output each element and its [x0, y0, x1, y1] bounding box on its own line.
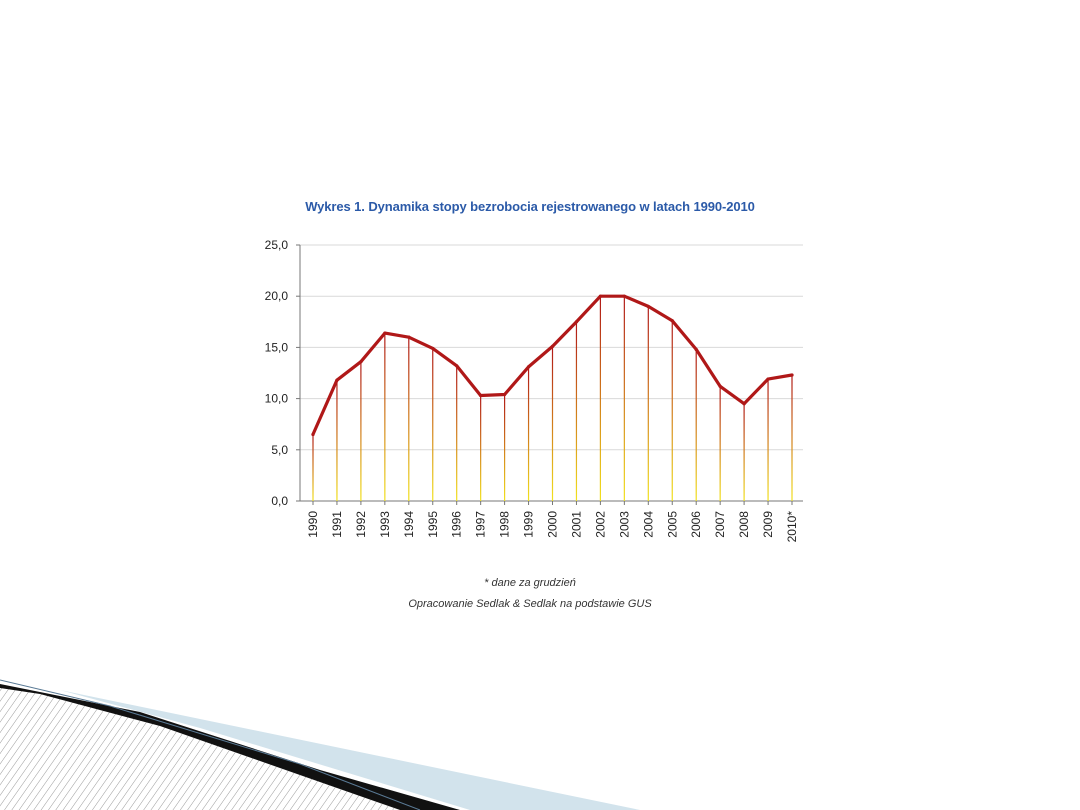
drop-line — [743, 403, 745, 501]
data-point — [479, 393, 483, 398]
x-tick-label: 1993 — [378, 511, 392, 538]
drop-line — [599, 296, 601, 501]
drop-line — [312, 434, 314, 501]
drop-line — [551, 346, 554, 501]
data-point — [335, 378, 339, 382]
drop-line — [456, 365, 458, 501]
data-point — [311, 432, 315, 437]
data-point — [646, 304, 650, 309]
drop-line — [623, 296, 625, 501]
data-point — [598, 294, 603, 298]
y-tick-label: 20,0 — [265, 289, 289, 303]
x-tick-label: 2003 — [617, 511, 631, 538]
x-tick-label: 2008 — [737, 511, 751, 538]
x-tick-label: 2005 — [665, 511, 679, 538]
data-point — [742, 402, 746, 406]
x-tick-label: 2004 — [641, 511, 655, 538]
data-point — [383, 331, 387, 335]
drop-line — [575, 321, 578, 501]
drop-line — [384, 333, 386, 501]
data-point — [718, 384, 722, 388]
x-tick-label: 2006 — [689, 511, 703, 538]
footnote: * dane za grudzień — [484, 577, 576, 589]
x-tick-label: 1997 — [474, 511, 488, 538]
data-point — [622, 294, 626, 298]
data-point — [455, 364, 459, 368]
drop-line — [527, 366, 530, 501]
y-tick-label: 10,0 — [265, 392, 289, 406]
x-tick-label: 1999 — [522, 511, 536, 538]
x-tick-label: 1991 — [330, 511, 344, 538]
data-point — [359, 360, 363, 364]
x-tick-label: 2007 — [713, 511, 727, 538]
y-tick-label: 25,0 — [265, 238, 289, 252]
drop-line — [647, 306, 649, 501]
data-point — [670, 319, 674, 323]
data-point — [407, 335, 411, 339]
data-point — [431, 346, 435, 351]
drop-line — [767, 379, 769, 501]
x-tick-label: 2002 — [593, 511, 607, 538]
drop-line — [719, 386, 721, 501]
drop-line — [480, 395, 482, 501]
drop-line — [408, 337, 410, 501]
data-point — [766, 377, 770, 381]
x-tick-label: 1992 — [354, 511, 368, 538]
drop-line — [504, 394, 506, 501]
data-point — [694, 347, 698, 352]
data-point — [503, 392, 507, 397]
drop-line — [671, 320, 673, 501]
x-tick-label: 1996 — [450, 511, 464, 538]
data-point — [526, 365, 531, 369]
drop-line — [432, 348, 434, 501]
x-tick-label: 2001 — [569, 511, 583, 538]
x-tick-label: 1990 — [306, 511, 320, 538]
drop-line — [360, 361, 362, 501]
data-point — [790, 373, 794, 377]
x-tick-label: 1994 — [402, 511, 416, 538]
x-tick-label: 2000 — [546, 511, 560, 538]
y-tick-label: 15,0 — [265, 340, 289, 354]
x-tick-label: 2010* — [785, 511, 799, 543]
drop-line — [791, 375, 793, 501]
y-tick-label: 5,0 — [271, 443, 288, 457]
drop-line — [695, 349, 697, 501]
chart-title: Wykres 1. Dynamika stopy bezrobocia reje… — [305, 199, 755, 214]
data-point — [550, 344, 555, 348]
y-tick-label: 0,0 — [271, 494, 288, 508]
x-tick-label: 2009 — [761, 511, 775, 538]
source-note: Opracowanie Sedlak & Sedlak na podstawie… — [408, 598, 652, 610]
x-tick-label: 1998 — [498, 511, 512, 538]
drop-line — [336, 380, 338, 501]
data-point — [574, 320, 579, 324]
x-tick-label: 1995 — [426, 511, 440, 538]
